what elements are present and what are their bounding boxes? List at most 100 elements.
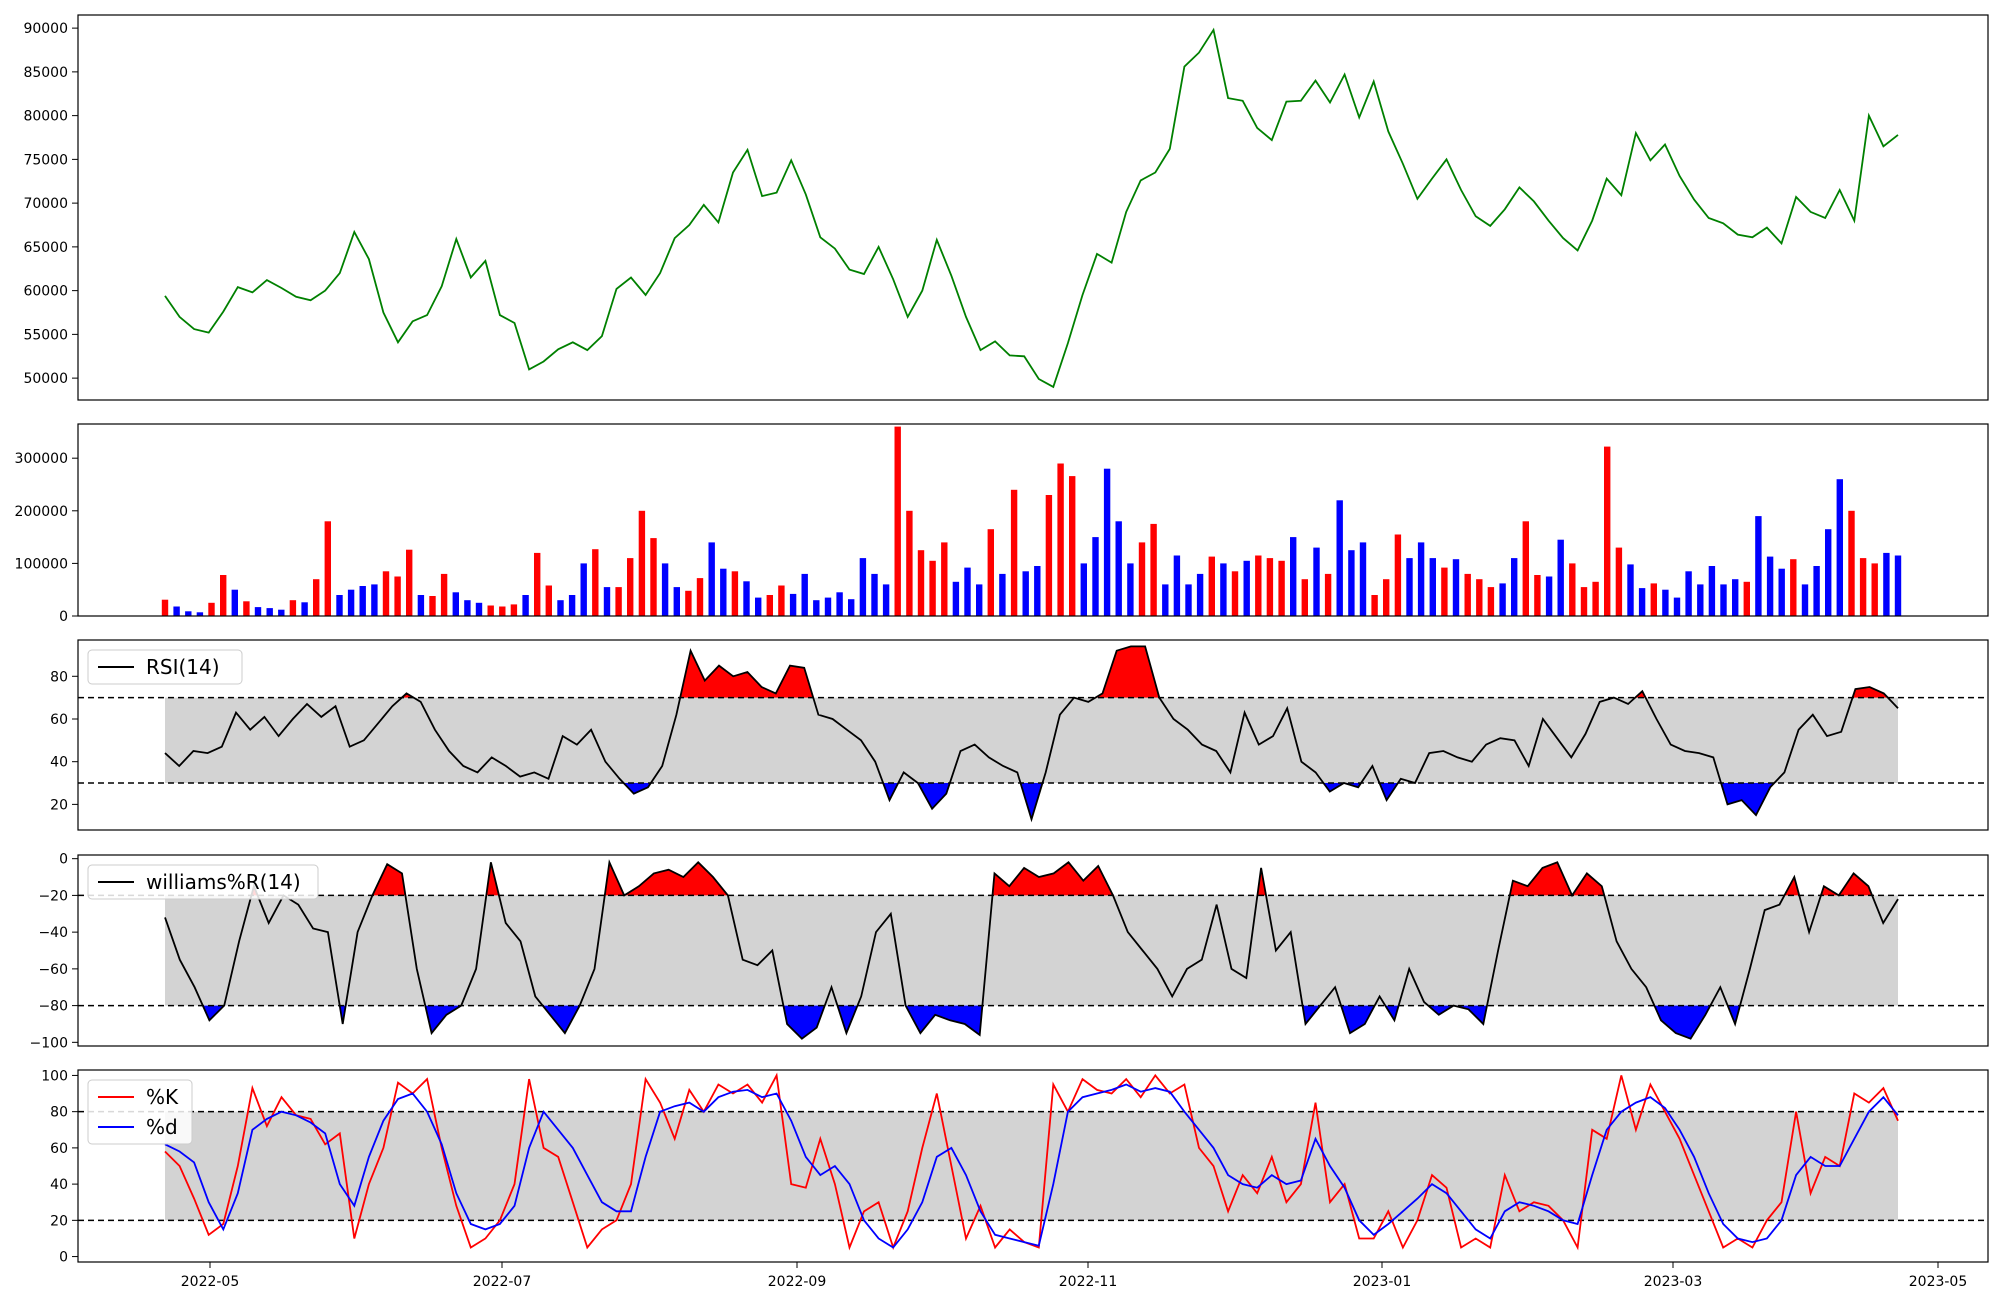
volume-bar	[1650, 583, 1657, 616]
volume-bar	[545, 585, 552, 616]
y-tick-label: 0	[59, 609, 68, 625]
x-tick-label: 2023-05	[1909, 1274, 1968, 1290]
y-tick-label: 300000	[15, 451, 68, 467]
legend-label-d: %d	[146, 1115, 178, 1139]
volume-bar	[743, 581, 750, 616]
y-tick-label: 100000	[15, 556, 68, 572]
volume-bar	[1662, 589, 1669, 616]
y-tick-label: 75000	[23, 152, 68, 168]
volume-bar	[1290, 537, 1297, 616]
volume-bar	[801, 573, 808, 616]
volume-bar	[1406, 558, 1413, 616]
volume-bar	[1138, 542, 1146, 616]
x-tick-label: 2023-01	[1353, 1274, 1412, 1290]
volume-bar	[685, 590, 692, 616]
overbought-fill	[401, 646, 1888, 698]
x-tick-label: 2023-03	[1644, 1274, 1703, 1290]
volume-bar	[440, 573, 448, 616]
volume-bar	[208, 602, 215, 616]
volume-bar	[1627, 564, 1634, 616]
volume-bar	[708, 542, 715, 616]
volume-bar	[1196, 573, 1204, 616]
volume-bar	[1266, 558, 1274, 616]
volume-bar	[278, 609, 285, 616]
volume-bar	[1231, 571, 1239, 616]
y-tick-label: 0	[59, 852, 68, 868]
volume-bar	[1208, 556, 1215, 616]
overbought-fill	[251, 862, 1873, 896]
volume-bar	[1743, 581, 1750, 616]
volume-bar	[987, 529, 994, 616]
volume-bar	[173, 606, 180, 616]
y-tick-label: 85000	[23, 65, 68, 81]
volume-bar	[289, 600, 297, 616]
volume-bar	[615, 587, 622, 616]
volume-bar	[231, 589, 238, 616]
volume-bar	[336, 595, 343, 616]
x-tick-label: 2022-09	[768, 1274, 827, 1290]
volume-bar	[1243, 560, 1250, 616]
volume-bar	[1022, 571, 1029, 616]
volume-bar	[1045, 495, 1053, 616]
volume-bar	[196, 612, 204, 616]
price-panel: 50000 55000 60000 65000 70000 75000 80000 85000…	[23, 14, 1989, 401]
y-tick-label: 80000	[23, 109, 68, 125]
volume-bar	[522, 595, 529, 616]
volume-bar	[976, 584, 983, 616]
neutral-band	[165, 895, 1898, 1006]
volume-bar	[464, 600, 471, 616]
volume-bar	[1092, 537, 1099, 616]
volume-bar	[557, 600, 564, 616]
volume-bar	[941, 542, 948, 616]
rsi-panel: 20 40 60 80 RSI(14)	[50, 639, 1989, 831]
volume-bar	[568, 595, 576, 616]
volume-bar	[778, 585, 785, 616]
panel-frame	[77, 14, 1989, 401]
volume-bar	[1685, 571, 1692, 616]
volume-bar	[1336, 500, 1343, 616]
volume-bar	[871, 573, 878, 616]
volume-bar	[1708, 566, 1716, 616]
volume-bar	[1464, 573, 1471, 616]
volume-bar	[1487, 587, 1495, 616]
volume-bar	[1511, 558, 1518, 616]
volume-bar	[917, 550, 925, 616]
volume-bar	[347, 589, 355, 616]
legend-box	[87, 649, 243, 685]
y-tick-label: −20	[38, 888, 68, 904]
volume-bar	[1080, 563, 1087, 616]
date-x-axis: 2022-05 2022-07 2022-09 2022-11 2023-01 2023-…	[181, 1262, 1968, 1290]
y-tick-label: −100	[30, 1035, 68, 1051]
volume-bar	[1371, 595, 1378, 616]
y-tick-label: 55000	[23, 327, 68, 343]
volume-bar	[394, 576, 401, 616]
volume-bar	[1057, 463, 1064, 616]
volume-bar	[836, 592, 843, 616]
volume-bar	[1313, 547, 1320, 616]
y-tick-label: 60	[50, 712, 68, 728]
volume-bar	[1173, 555, 1181, 616]
volume-bar	[731, 571, 739, 616]
volume-bar	[650, 538, 657, 616]
y-tick-label: 40	[50, 1177, 68, 1193]
volume-bar	[1604, 446, 1611, 616]
volume-bar	[1348, 550, 1355, 616]
y-tick-label: 90000	[23, 21, 68, 37]
y-tick-label: 0	[59, 1250, 68, 1266]
volume-bar	[1452, 559, 1460, 616]
volume-bar	[1010, 489, 1018, 616]
volume-bar	[1476, 579, 1483, 616]
y-tick-label: 20	[50, 1213, 68, 1229]
williams-r-panel: 0 −20 −40 −60 −80 −100 williams%R(14)	[30, 852, 1989, 1051]
y-tick-label: 60000	[23, 284, 68, 300]
volume-bar	[1359, 542, 1367, 616]
volume-bar	[1766, 556, 1774, 616]
volume-bar	[848, 599, 855, 616]
volume-bar	[1778, 568, 1785, 616]
volume-bar	[952, 581, 960, 616]
volume-bar	[789, 593, 797, 616]
volume-bar	[1836, 479, 1843, 616]
volume-bar	[1871, 563, 1878, 616]
volume-bar	[1883, 552, 1890, 616]
